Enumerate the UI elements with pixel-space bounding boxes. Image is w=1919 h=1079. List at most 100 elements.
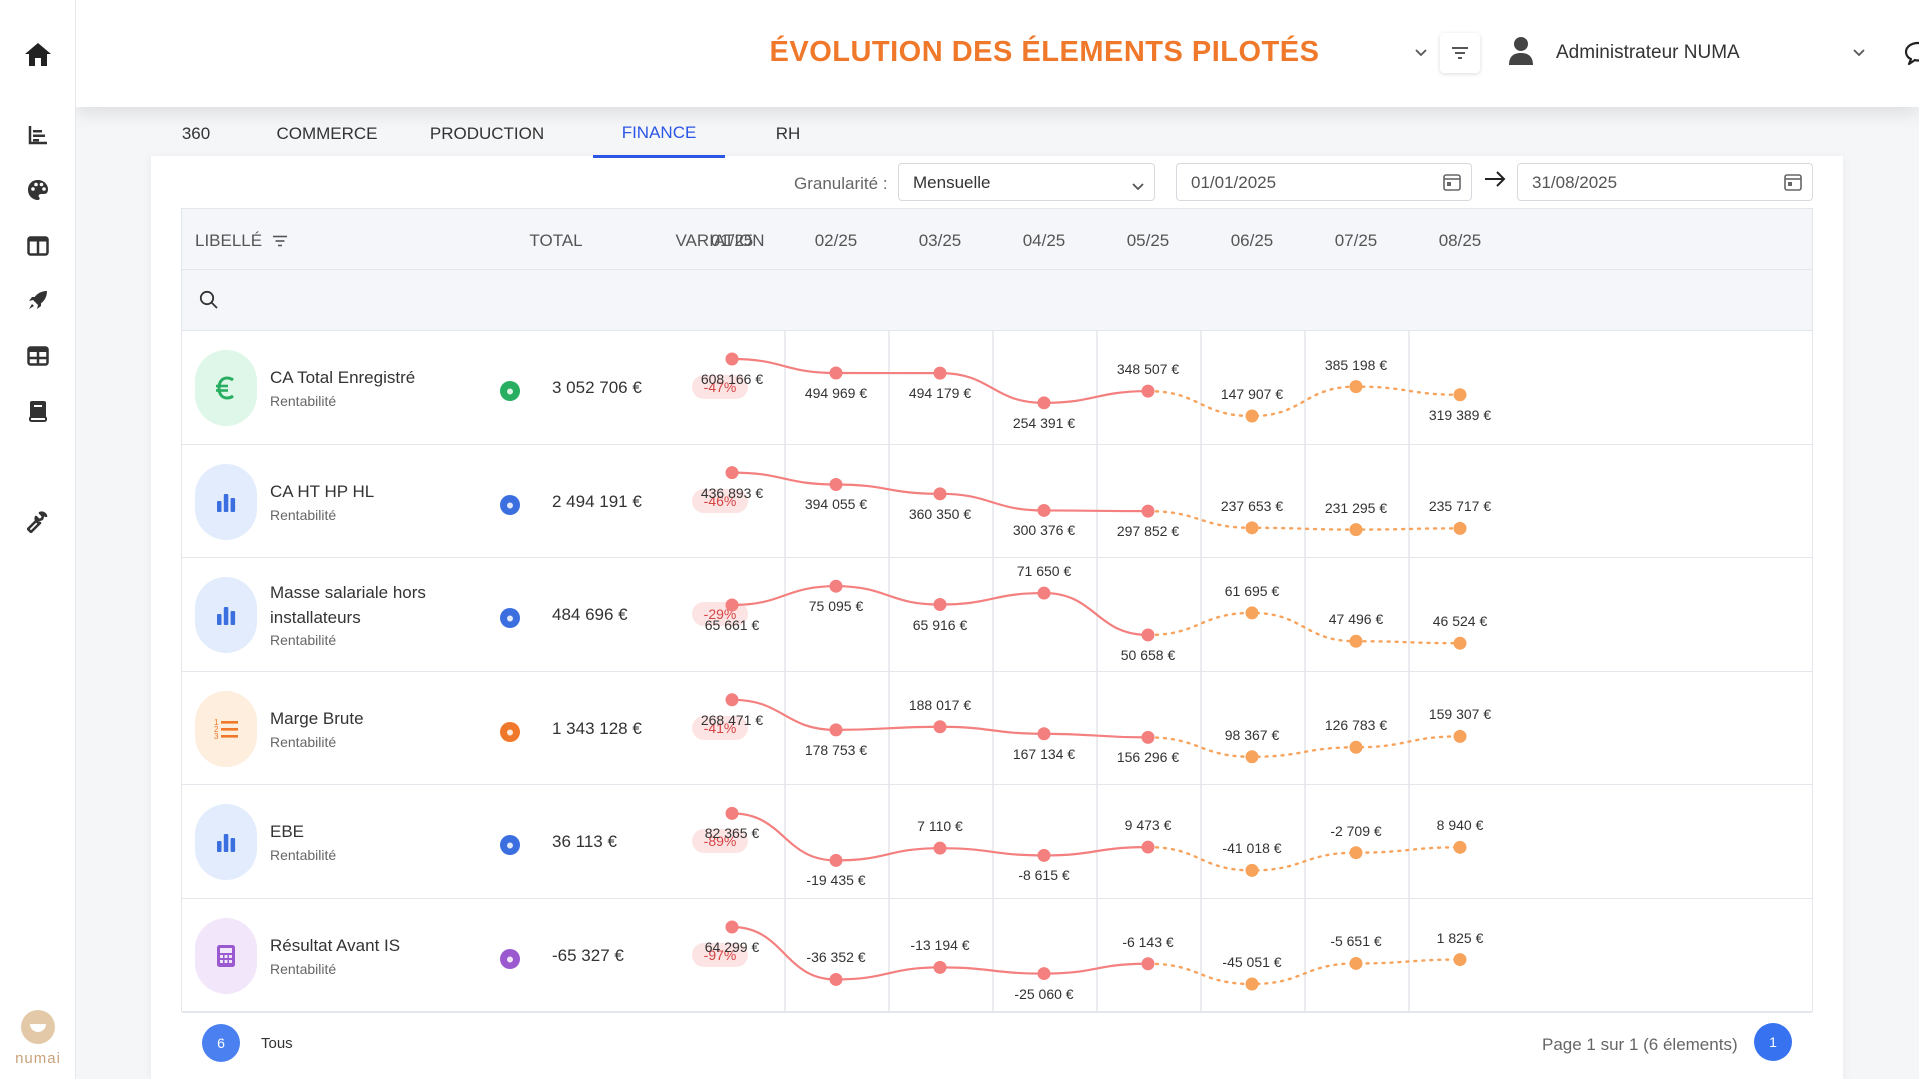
bar-chart-icon[interactable] — [22, 119, 54, 151]
indicator-info-icon[interactable] — [500, 835, 520, 856]
row-subtitle: Rentabilité — [270, 847, 337, 864]
row-total: 1 343 128 € — [552, 718, 642, 738]
svg-text:3: 3 — [214, 732, 219, 741]
row-title: EBE — [270, 822, 305, 842]
row-total: -65 327 € — [552, 946, 624, 965]
svg-text:1: 1 — [214, 718, 219, 727]
header-month-4[interactable]: 04/25 — [1022, 231, 1066, 250]
date-to-field[interactable]: 31/08/2025 — [1517, 163, 1813, 201]
filter-icon[interactable] — [272, 235, 288, 247]
header-month-1[interactable]: 01/25 — [710, 231, 754, 250]
page-title: ÉVOLUTION DES ÉLEMENTS PILOTÉS — [769, 36, 1320, 68]
row-title: Marge Brute — [270, 708, 364, 728]
calculator-icon — [195, 918, 257, 994]
date-from-field[interactable]: 01/01/2025 — [1176, 163, 1472, 201]
row-title: CA HT HP HL — [270, 481, 375, 501]
variation-badge: -89% — [692, 829, 748, 854]
user-icon[interactable] — [1508, 36, 1536, 68]
euro-icon — [195, 350, 257, 426]
rocket-icon[interactable] — [22, 284, 54, 316]
show-all-link[interactable]: Tous — [261, 1035, 293, 1052]
filter-icon — [1452, 47, 1468, 59]
row-title: CA Total Enregistré — [270, 368, 416, 387]
header-month-8[interactable]: 08/25 — [1438, 231, 1482, 250]
pagination-info: Page 1 sur 1 (6 élements) — [1542, 1035, 1738, 1054]
indicator-info-icon[interactable] — [500, 949, 520, 969]
variation-badge: -41% — [692, 715, 748, 740]
table-row[interactable]: 1 2 3 Marge Brute Rentabilité 1 343 128 € -41% — [182, 672, 1812, 786]
tab-360[interactable]: 360 — [181, 124, 211, 143]
table-row[interactable]: Masse salariale hors installateurs Rentab… — [182, 558, 1812, 672]
top-header: ÉVOLUTION DES ÉLEMENTS PILOTÉS Administr… — [76, 0, 1919, 107]
table-row[interactable]: CA HT HP HL Rentabilité 2 494 191 € -46% — [182, 445, 1812, 559]
arrow-right-icon — [1484, 171, 1506, 192]
table-header: LIBELLÉ TOTAL VARIATION 01/25 02/25 03/25 0… — [182, 209, 1812, 270]
book-icon[interactable] — [22, 395, 54, 427]
calendar-icon[interactable] — [1784, 173, 1802, 196]
header-total[interactable]: TOTAL — [529, 231, 583, 250]
row-total: 3 052 706 € — [552, 378, 642, 397]
header-month-2[interactable]: 02/25 — [814, 231, 858, 250]
table-row[interactable]: EBE Rentabilité 36 113 € -89% — [182, 785, 1812, 899]
date-from-value: 01/01/2025 — [1191, 173, 1277, 192]
chevron-down-icon[interactable] — [1410, 42, 1432, 64]
user-menu-chevron-icon[interactable] — [1848, 42, 1870, 64]
home-icon[interactable] — [22, 38, 54, 70]
data-table: LIBELLÉ TOTAL VARIATION 01/25 02/25 03/25 0… — [181, 208, 1813, 1013]
tab-production[interactable]: PRODUCTION — [429, 124, 545, 143]
row-subtitle: Rentabilité — [270, 632, 337, 649]
indicator-info-icon[interactable] — [500, 608, 520, 629]
header-month-5[interactable]: 05/25 — [1126, 231, 1170, 250]
indicator-info-icon[interactable] — [500, 381, 520, 401]
row-total: 36 113 € — [552, 832, 617, 852]
table-row[interactable]: Résultat Avant IS Rentabilité -65 327 € -97… — [182, 899, 1812, 1013]
chat-icon[interactable] — [1902, 38, 1919, 70]
bar-chart-icon — [195, 463, 257, 540]
row-total: 484 696 € — [552, 605, 628, 625]
row-subtitle: Rentabilité — [270, 393, 337, 409]
page-size-button[interactable]: 6 — [202, 1024, 240, 1062]
granularity-label: Granularité : — [794, 174, 888, 193]
indicator-info-icon[interactable] — [500, 494, 520, 515]
variation-badge: -47% — [692, 375, 748, 399]
table-row[interactable]: CA Total Enregistré Rentabilité 3 052 706 … — [182, 331, 1812, 445]
header-libelle-label: LIBELLÉ — [195, 231, 263, 250]
search-row — [182, 270, 1812, 331]
row-subtitle: Rentabilité — [270, 961, 337, 977]
page-button-current[interactable]: 1 — [1754, 1023, 1792, 1061]
palette-icon[interactable] — [22, 174, 54, 206]
row-title: Résultat Avant IS — [270, 936, 401, 955]
wrench-icon[interactable] — [22, 506, 54, 538]
tab-commerce[interactable]: COMMERCE — [276, 124, 378, 143]
row-title: Masse salariale hors installateurs — [270, 583, 426, 628]
search-icon[interactable] — [199, 290, 219, 315]
chevron-down-icon — [1132, 176, 1144, 196]
header-month-3[interactable]: 03/25 — [918, 231, 962, 250]
granularity-select[interactable]: Mensuelle — [898, 163, 1155, 201]
filter-button[interactable] — [1440, 33, 1480, 73]
row-total: 2 494 191 € — [552, 491, 642, 511]
calendar-icon[interactable] — [1443, 173, 1461, 196]
columns-icon[interactable] — [22, 230, 54, 262]
table-icon[interactable] — [22, 340, 54, 372]
main-card: Granularité : Mensuelle 01/01/2025 31/08… — [151, 156, 1843, 1079]
header-month-6[interactable]: 06/25 — [1230, 231, 1274, 250]
user-name[interactable]: Administrateur NUMA — [1556, 42, 1740, 63]
tab-rh[interactable]: RH — [775, 124, 801, 143]
header-variation[interactable]: VARIATION — [675, 231, 765, 250]
bar-chart-icon — [195, 577, 257, 654]
filters-bar: Granularité : Mensuelle 01/01/2025 31/08… — [151, 156, 1843, 208]
granularity-value: Mensuelle — [913, 173, 991, 192]
logo-face-icon — [21, 1010, 55, 1044]
variation-badge: -97% — [692, 943, 748, 967]
header-month-7[interactable]: 07/25 — [1334, 231, 1378, 250]
indicator-info-icon[interactable] — [500, 721, 520, 742]
bar-chart-icon — [195, 804, 257, 881]
variation-badge: -29% — [692, 602, 748, 627]
table-rows: CA Total Enregistré Rentabilité 3 052 706 … — [182, 331, 1812, 1013]
tab-finance[interactable]: FINANCE — [593, 110, 725, 158]
variation-badge: -46% — [692, 488, 748, 513]
row-subtitle: Rentabilité — [270, 506, 337, 523]
header-libelle[interactable]: LIBELLÉ — [195, 231, 288, 251]
